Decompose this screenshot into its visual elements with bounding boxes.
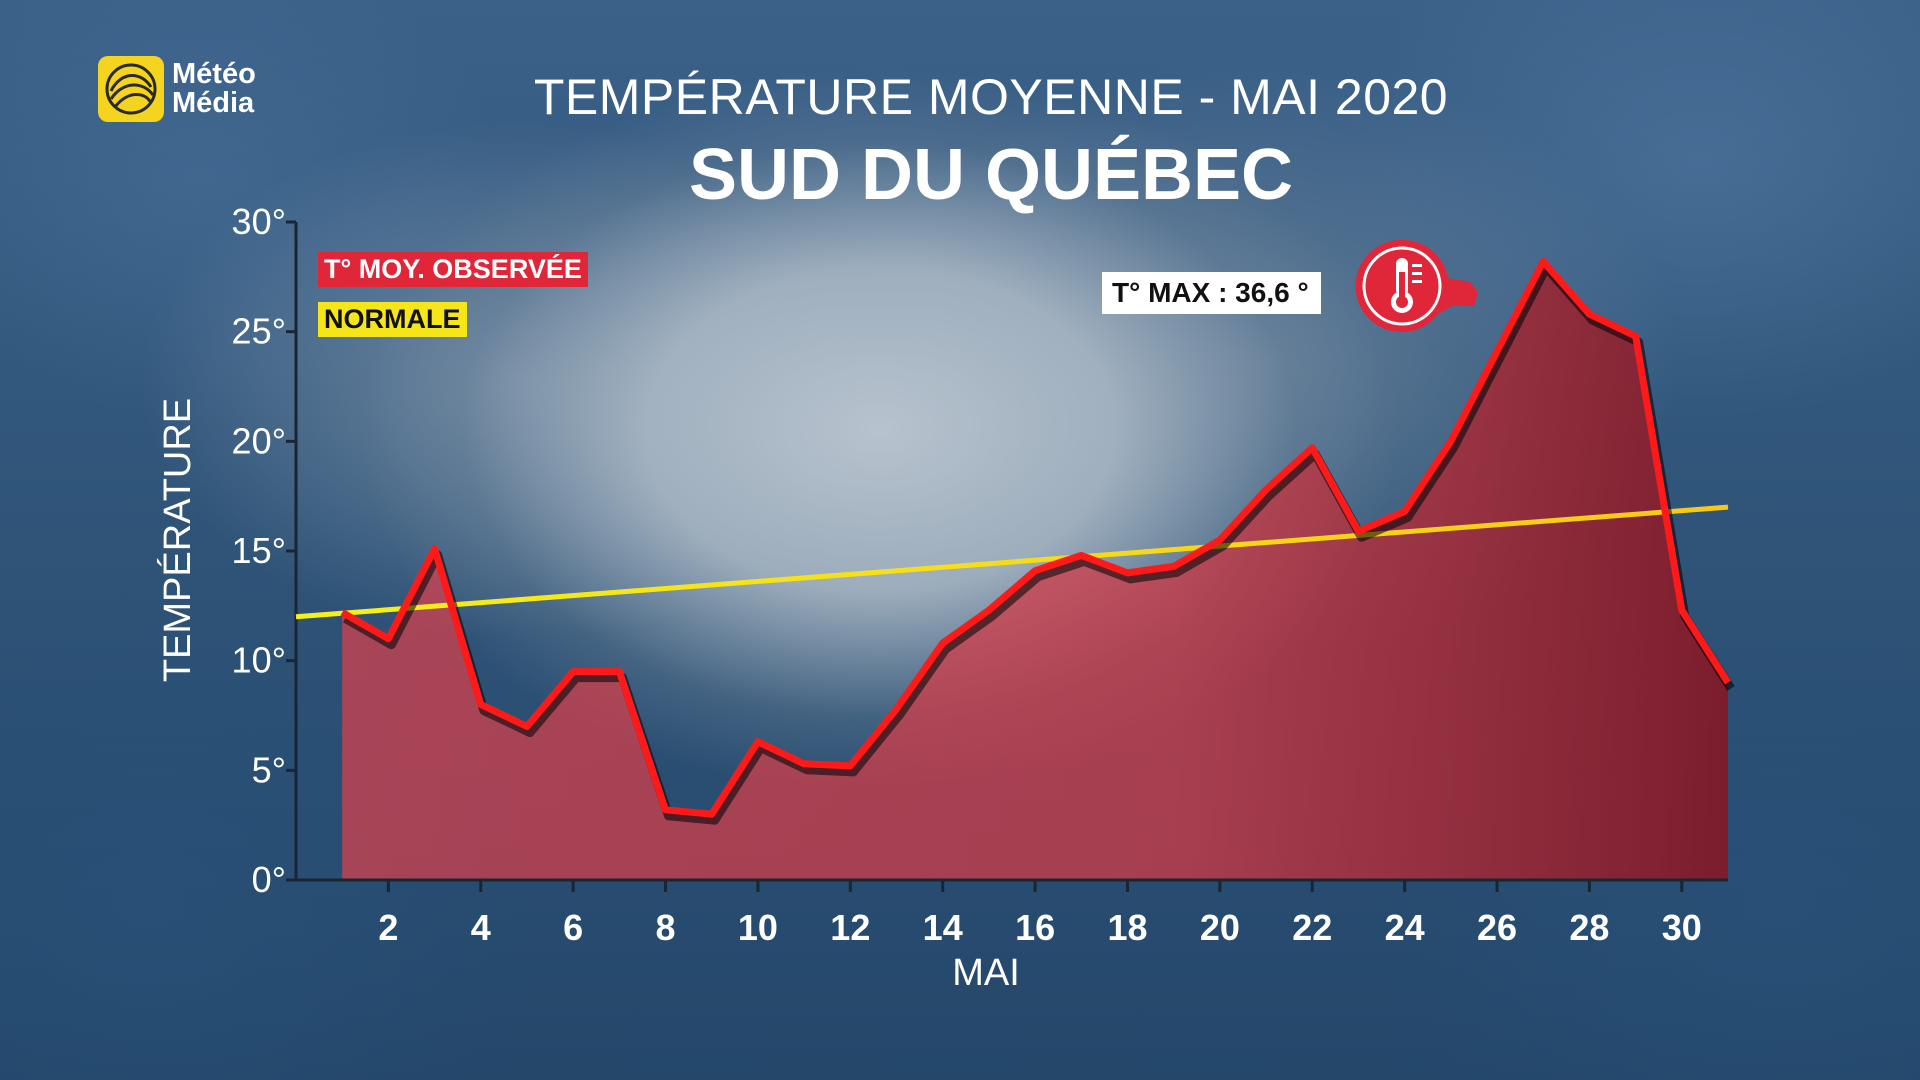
- y-tick-label: 30°: [232, 201, 286, 242]
- brand-line-2: Média: [172, 87, 255, 119]
- x-tick-label: 28: [1569, 907, 1609, 948]
- x-tick-label: 12: [830, 907, 870, 948]
- chart-title: TEMPÉRATURE MOYENNE - MAI 2020: [533, 69, 1449, 125]
- y-tick-label: 5°: [252, 749, 286, 790]
- x-tick-label: 22: [1292, 907, 1332, 948]
- y-tick-label: 20°: [232, 420, 286, 461]
- max-temperature-label: T° MAX : 36,6 °: [1102, 272, 1321, 314]
- x-tick-label: 2: [378, 907, 398, 948]
- y-tick-labels: 0° 5° 10° 15° 20° 25° 30°: [232, 201, 286, 900]
- meteomedia-logo: Météo Média: [98, 56, 256, 122]
- x-tick-label: 8: [656, 907, 676, 948]
- y-tick-label: 15°: [232, 530, 286, 571]
- x-tick-label: 4: [471, 907, 491, 948]
- observed-line-shadow: [342, 263, 1735, 825]
- chart-subtitle: SUD DU QUÉBEC: [688, 135, 1294, 215]
- y-tick-label: 25°: [232, 311, 286, 352]
- x-axis-title: MAI: [952, 952, 1020, 994]
- normal-trend-line: [295, 504, 1729, 620]
- x-tick-label: 30: [1662, 907, 1702, 948]
- globe-icon: [98, 56, 164, 122]
- observed-line: [340, 258, 1731, 818]
- legend-observed: T° MOY. OBSERVÉE: [318, 252, 588, 287]
- x-tick-label: 16: [1015, 907, 1055, 948]
- y-tick-label: 10°: [232, 640, 286, 681]
- x-tick-labels: 2 4 6 8 10 12 14 16 18 20 22 24 26 28 30: [378, 907, 1701, 948]
- x-tick-label: 10: [738, 907, 778, 948]
- brand-line-1: Météo: [172, 58, 256, 90]
- x-tick-label: 14: [923, 907, 963, 948]
- x-tick-label: 26: [1477, 907, 1517, 948]
- x-tick-label: 18: [1107, 907, 1147, 948]
- x-tick-label: 20: [1200, 907, 1240, 948]
- x-tick-label: 24: [1385, 907, 1425, 948]
- axes: [286, 220, 1728, 892]
- y-axis-title: TEMPÉRATURE: [156, 398, 199, 682]
- legend-normal: NORMALE: [318, 302, 467, 337]
- thermometer-icon: [1355, 239, 1478, 332]
- y-tick-label: 0°: [252, 859, 286, 900]
- x-tick-label: 6: [563, 907, 583, 948]
- brand-name: Météo Média: [172, 60, 256, 118]
